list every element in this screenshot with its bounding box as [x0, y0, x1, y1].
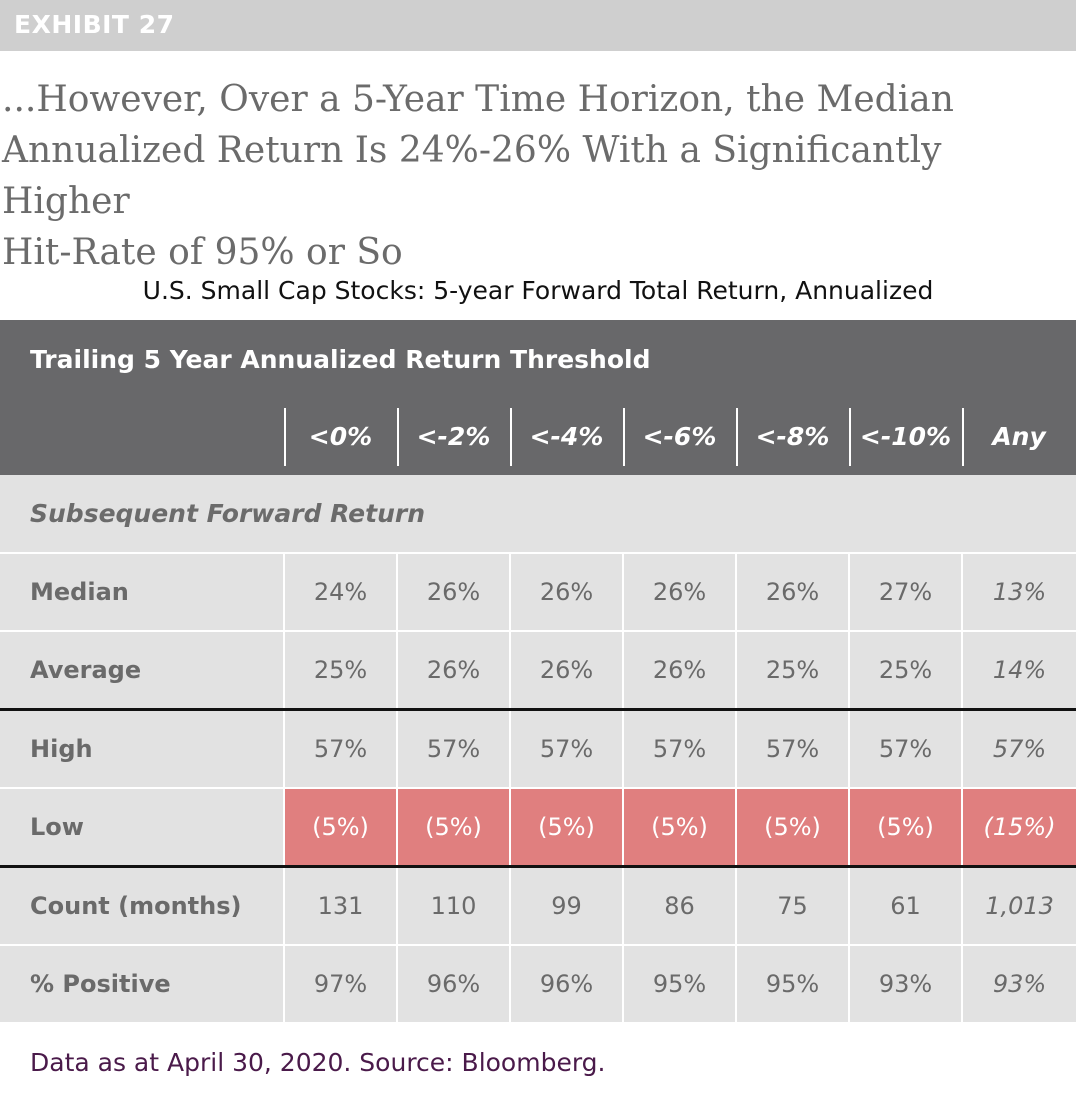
section-row: Subsequent Forward Return — [0, 475, 1077, 554]
group-header-row: Trailing 5 Year Annualized Return Thresh… — [0, 320, 1077, 398]
table-cell: 57% — [396, 708, 510, 788]
table-title: U.S. Small Cap Stocks: 5-year Forward To… — [142, 276, 934, 305]
table-cell: 57% — [509, 708, 623, 788]
highlighted-cell: (5%) — [848, 787, 962, 868]
column-header: <-8% — [736, 398, 849, 475]
section-label: Subsequent Forward Return — [0, 475, 1077, 554]
source-note: Data as at April 30, 2020. Source: Bloom… — [30, 1048, 606, 1077]
table-row-positive: % Positive 97% 96% 96% 95% 95% 93% 93% — [0, 944, 1077, 1022]
row-label: High — [0, 708, 284, 788]
column-header: <-2% — [397, 398, 510, 475]
table-cell: 99 — [509, 865, 623, 945]
table-cell: 14% — [960, 630, 1077, 710]
table-cell: 93% — [960, 944, 1077, 1022]
table-cell: 95% — [735, 944, 849, 1022]
blank-header-cell — [0, 398, 284, 475]
table-cell: 86 — [622, 865, 736, 945]
table-cell: 57% — [960, 708, 1077, 788]
table-cell: 25% — [735, 630, 849, 710]
highlighted-cell: (5%) — [283, 787, 397, 868]
table-cell: 110 — [396, 865, 510, 945]
column-header: <0% — [284, 398, 397, 475]
row-label: Median — [0, 552, 284, 631]
table-row-median: Median 24% 26% 26% 26% 26% 27% 13% — [0, 552, 1077, 631]
table-cell: 26% — [509, 552, 623, 631]
table-cell: 97% — [283, 944, 397, 1022]
table-cell: 26% — [622, 552, 736, 631]
table-cell: 61 — [848, 865, 962, 945]
highlighted-cell: (5%) — [509, 787, 623, 868]
table-cell: 26% — [622, 630, 736, 710]
column-header-row: <0% <-2% <-4% <-6% <-8% <-10% Any — [0, 398, 1077, 475]
highlighted-cell: (5%) — [735, 787, 849, 868]
row-label: Low — [0, 787, 284, 868]
group-header: Trailing 5 Year Annualized Return Thresh… — [0, 320, 1077, 398]
table-cell: 131 — [283, 865, 397, 945]
table-cell: 96% — [396, 944, 510, 1022]
row-label: Average — [0, 630, 284, 710]
highlighted-cell: (5%) — [622, 787, 736, 868]
table-cell: 75 — [735, 865, 849, 945]
highlighted-cell: (5%) — [396, 787, 510, 868]
table-cell: 26% — [396, 630, 510, 710]
table-cell: 24% — [283, 552, 397, 631]
table-cell: 57% — [848, 708, 962, 788]
column-header: <-10% — [849, 398, 962, 475]
column-header: <-6% — [623, 398, 736, 475]
exhibit-label: EXHIBIT 27 — [14, 10, 175, 39]
table-row-average: Average 25% 26% 26% 26% 25% 25% 14% — [0, 630, 1077, 710]
headline-line-2: Annualized Return Is 24%-26% With a Sign… — [2, 130, 942, 222]
headline-line-1: ...However, Over a 5-Year Time Horizon, … — [2, 79, 954, 120]
row-label: Count (months) — [0, 865, 284, 945]
table-cell: 57% — [622, 708, 736, 788]
table-cell: 95% — [622, 944, 736, 1022]
headline-line-3: Hit-Rate of 95% or So — [2, 232, 403, 273]
table-cell: 27% — [848, 552, 962, 631]
table-cell: 25% — [848, 630, 962, 710]
table-cell: 93% — [848, 944, 962, 1022]
returns-table: Trailing 5 Year Annualized Return Thresh… — [0, 320, 1077, 1022]
table-cell: 57% — [735, 708, 849, 788]
table-cell: 96% — [509, 944, 623, 1022]
row-label: % Positive — [0, 944, 284, 1022]
table-cell: 1,013 — [960, 865, 1077, 945]
table-row-count: Count (months) 131 110 99 86 75 61 1,013 — [0, 865, 1077, 945]
table-cell: 25% — [283, 630, 397, 710]
table-cell: 26% — [735, 552, 849, 631]
column-header: Any — [962, 398, 1077, 475]
table-row-low: Low (5%) (5%) (5%) (5%) (5%) (5%) (15%) — [0, 787, 1077, 868]
column-header: <-4% — [510, 398, 623, 475]
table-row-high: High 57% 57% 57% 57% 57% 57% 57% — [0, 708, 1077, 788]
exhibit-banner: EXHIBIT 27 — [0, 0, 1076, 51]
highlighted-cell: (15%) — [960, 787, 1077, 868]
table-cell: 26% — [509, 630, 623, 710]
table-cell: 57% — [283, 708, 397, 788]
table-cell: 26% — [396, 552, 510, 631]
table-cell: 13% — [960, 552, 1077, 631]
headline: ...However, Over a 5-Year Time Horizon, … — [2, 74, 1078, 278]
